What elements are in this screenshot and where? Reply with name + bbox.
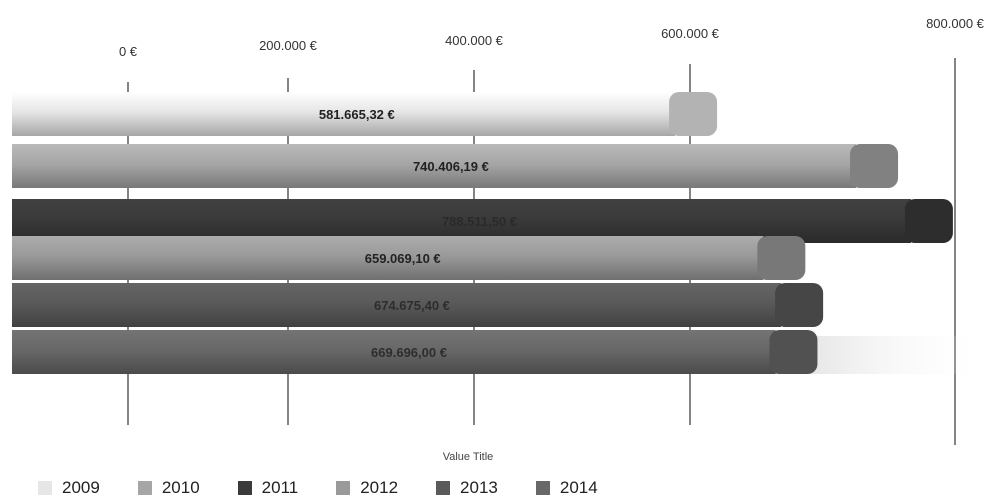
data-label-2014: 669.696,00 € bbox=[371, 345, 447, 360]
legend-swatch-2010 bbox=[137, 481, 152, 495]
data-label-2011: 788.511,50 € bbox=[442, 214, 517, 229]
bar-2012: 659.069,10 € bbox=[12, 236, 806, 280]
bar-2010: 740.406,19 € bbox=[12, 144, 899, 188]
bar-body-2010 bbox=[12, 144, 857, 188]
legend-item-2009: 2009 bbox=[38, 478, 100, 498]
x-axis-title: Value Title bbox=[443, 451, 494, 463]
legend-item-2010: 2010 bbox=[137, 478, 200, 498]
legend-label-2014: 2014 bbox=[559, 478, 598, 497]
bar-2009: 581.665,32 € bbox=[12, 92, 718, 136]
bar-body-2009 bbox=[12, 92, 676, 136]
legend-swatch-2013 bbox=[436, 481, 451, 495]
legend-label-2013: 2013 bbox=[460, 478, 498, 497]
bars: 581.665,32 € 740.406,19 € 788.511,50 € 659.… bbox=[12, 92, 992, 374]
legend-label-2009: 2009 bbox=[62, 478, 100, 497]
data-label-2010: 740.406,19 € bbox=[413, 159, 489, 174]
data-label-2012: 659.069,10 € bbox=[365, 251, 441, 266]
legend-swatch-2011 bbox=[237, 481, 252, 495]
bar-2011: 788.511,50 € bbox=[12, 199, 953, 243]
bar-cap-2012 bbox=[757, 236, 806, 280]
bar-cap-2014 bbox=[769, 330, 818, 374]
legend-label-2012: 2012 bbox=[360, 478, 399, 497]
legend-item-2013: 2013 bbox=[436, 478, 498, 498]
legend-swatch-2012 bbox=[336, 481, 351, 495]
x-axis-ticks: 0 € 200.000 € 400.000 € 600.000 € 800.000 € bbox=[119, 16, 985, 59]
data-label-2013: 674.675,40 € bbox=[374, 298, 450, 313]
tick-label-400000: 400.000 € bbox=[445, 33, 504, 48]
bar-cap-2011 bbox=[904, 199, 953, 243]
bar-body-2012 bbox=[12, 236, 764, 280]
bar-body-2014 bbox=[12, 330, 776, 374]
legend-item-2014: 2014 bbox=[535, 478, 598, 498]
bar-cap-2013 bbox=[775, 283, 824, 327]
bar-2014: 669.696,00 € bbox=[12, 330, 818, 374]
bar-2013: 674.675,40 € bbox=[12, 283, 824, 327]
tick-label-600000: 600.000 € bbox=[661, 26, 720, 41]
legend-item-2012: 2012 bbox=[336, 478, 398, 498]
tick-label-200000: 200.000 € bbox=[259, 38, 318, 53]
tick-label-0: 0 € bbox=[119, 44, 138, 59]
data-label-2009: 581.665,32 € bbox=[319, 107, 395, 122]
bar-cap-2010 bbox=[850, 144, 899, 188]
legend-swatch-2014 bbox=[535, 481, 550, 495]
legend-label-2011: 2011 bbox=[261, 478, 299, 497]
legend-label-2010: 2010 bbox=[161, 478, 200, 497]
bar-body-2013 bbox=[12, 283, 782, 327]
tick-label-800000: 800.000 € bbox=[926, 16, 985, 31]
bar-body-2011 bbox=[12, 199, 911, 243]
bar-cap-2009 bbox=[669, 92, 718, 136]
legend-item-2011: 2011 bbox=[237, 478, 299, 498]
legend: 2009 2010 2011 2012 2013 2014 bbox=[38, 478, 598, 498]
legend-swatch-2009 bbox=[38, 481, 52, 495]
